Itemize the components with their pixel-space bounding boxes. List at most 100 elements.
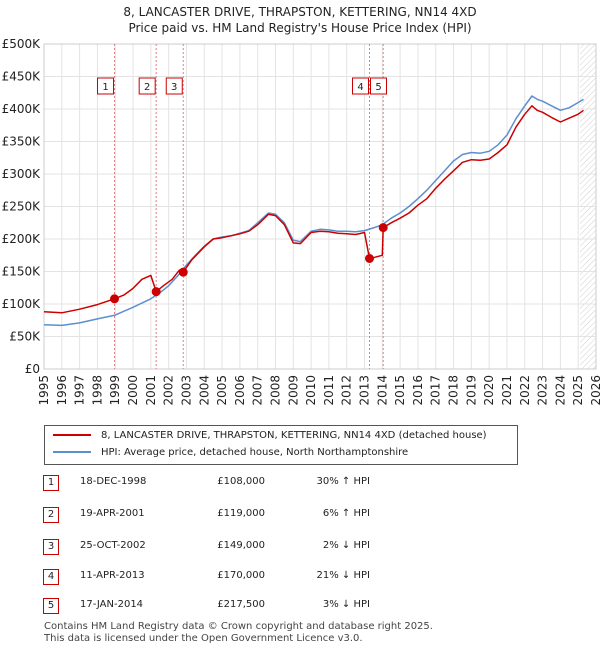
x-tick-label: 2009 <box>286 375 300 406</box>
x-tick-label: 2014 <box>375 375 389 406</box>
transaction-number: 1 <box>43 475 59 491</box>
x-tick-label: 2012 <box>340 375 354 406</box>
x-tick-label: 2026 <box>589 375 600 406</box>
x-tick-label: 2013 <box>358 375 372 406</box>
sale-point <box>378 223 388 233</box>
y-tick-label: £50K <box>9 330 41 344</box>
table-row: 5 17-JAN-2014 £217,500 3% ↓ HPI <box>0 595 600 617</box>
sale-marker-box: 1 <box>97 77 115 95</box>
x-tick-label: 2023 <box>536 375 550 406</box>
x-tick-label: 2003 <box>179 375 193 406</box>
x-tick-label: 2004 <box>197 375 211 406</box>
y-tick-label: £150K <box>2 265 42 279</box>
sale-point <box>151 287 161 297</box>
x-tick-label: 1997 <box>73 375 87 406</box>
transaction-hpi-diff: 30% ↑ HPI <box>316 476 370 487</box>
legend-label-hpi: HPI: Average price, detached house, Nort… <box>101 447 409 458</box>
footer-copyright: Contains HM Land Registry data © Crown c… <box>44 621 433 632</box>
sale-point <box>110 294 120 304</box>
transaction-date: 11-APR-2013 <box>80 570 145 581</box>
sale-marker-label: 2 <box>144 82 150 93</box>
table-row: 4 11-APR-2013 £170,000 21% ↓ HPI <box>0 566 600 588</box>
transaction-number: 5 <box>43 598 59 614</box>
table-row: 1 18-DEC-1998 £108,000 30% ↑ HPI <box>0 472 600 494</box>
x-tick-label: 2010 <box>304 375 318 406</box>
x-tick-label: 2022 <box>518 375 532 406</box>
x-tick-label: 2025 <box>571 375 585 406</box>
x-tick-label: 2020 <box>482 375 496 406</box>
transaction-price: £170,000 <box>217 570 265 581</box>
sale-marker-box-frame <box>165 77 183 95</box>
x-tick-label: 1995 <box>37 375 51 406</box>
x-tick-label: 2008 <box>268 375 282 406</box>
legend-swatch-property <box>53 434 91 436</box>
chart-title-line1: 8, LANCASTER DRIVE, THRAPSTON, KETTERING… <box>123 5 477 19</box>
transaction-price: £119,000 <box>217 508 265 519</box>
legend: 8, LANCASTER DRIVE, THRAPSTON, KETTERING… <box>44 425 518 465</box>
transaction-number: 3 <box>43 539 59 555</box>
sale-marker-box: 4 <box>352 77 370 95</box>
footer: Contains HM Land Registry data © Crown c… <box>44 621 433 645</box>
legend-item-hpi: HPI: Average price, detached house, Nort… <box>53 445 408 461</box>
x-tick-label: 2021 <box>500 375 514 406</box>
sale-marker-box-frame <box>352 77 370 95</box>
x-tick-label: 2015 <box>393 375 407 406</box>
y-tick-label: £450K <box>2 70 42 84</box>
y-tick-label: £350K <box>2 135 42 149</box>
chart-title-line2: Price paid vs. HM Land Registry's House … <box>128 21 472 35</box>
y-tick-label: £0 <box>25 362 40 376</box>
x-tick-label: 2017 <box>429 375 443 406</box>
sale-marker-box: 5 <box>370 77 388 95</box>
transaction-price: £217,500 <box>217 599 265 610</box>
sale-marker-label: 1 <box>102 82 108 93</box>
sale-marker-box-frame <box>370 77 388 95</box>
table-row: 2 19-APR-2001 £119,000 6% ↑ HPI <box>0 504 600 526</box>
price-chart: £0 £50K £100K £150K £200K £250K £300K £350K £400… <box>2 37 600 406</box>
sale-marker-label: 5 <box>375 82 381 93</box>
transaction-date: 17-JAN-2014 <box>80 599 144 610</box>
sale-marker-label: 3 <box>171 82 177 93</box>
property-price-line <box>43 105 584 314</box>
transaction-hpi-diff: 6% ↑ HPI <box>322 508 370 519</box>
sale-marker-box: 3 <box>165 77 183 95</box>
x-tick-label: 1996 <box>55 375 69 406</box>
x-tick-label: 2005 <box>215 375 229 406</box>
sale-point <box>365 254 375 263</box>
transaction-date: 18-DEC-1998 <box>80 476 147 487</box>
transaction-number: 2 <box>43 507 59 523</box>
footer-license: This data is licensed under the Open Gov… <box>44 633 363 644</box>
x-tick-label: 2016 <box>411 375 425 406</box>
x-tick-label: 2018 <box>447 375 461 406</box>
sale-marker-label: 4 <box>357 82 363 93</box>
y-tick-label: £100K <box>2 297 42 311</box>
y-tick-label: £250K <box>2 200 42 214</box>
legend-label-property: 8, LANCASTER DRIVE, THRAPSTON, KETTERING… <box>101 430 487 441</box>
transaction-date: 25-OCT-2002 <box>80 540 146 551</box>
sale-marker-box-frame <box>138 77 156 95</box>
x-tick-label: 2011 <box>322 375 336 406</box>
x-tick-label: 2001 <box>144 375 158 406</box>
sale-marker-box-frame <box>97 77 115 95</box>
x-tick-label: 2019 <box>464 375 478 406</box>
x-tick-label: 1998 <box>90 375 104 406</box>
transaction-price: £108,000 <box>217 476 265 487</box>
sale-point <box>178 267 188 277</box>
transaction-hpi-diff: 21% ↓ HPI <box>316 570 370 581</box>
transaction-hpi-diff: 2% ↓ HPI <box>322 540 370 551</box>
x-tick-label: 2000 <box>126 375 140 406</box>
y-tick-label: £300K <box>2 167 42 181</box>
legend-swatch-hpi <box>53 451 91 453</box>
x-tick-label: 2006 <box>233 375 247 406</box>
x-tick-label: 2007 <box>251 375 265 406</box>
sale-marker-box: 2 <box>138 77 156 95</box>
x-tick-label: 2024 <box>553 375 567 406</box>
transaction-date: 19-APR-2001 <box>80 508 145 519</box>
legend-item-property: 8, LANCASTER DRIVE, THRAPSTON, KETTERING… <box>53 428 487 444</box>
table-row: 3 25-OCT-2002 £149,000 2% ↓ HPI <box>0 536 600 558</box>
y-tick-label: £500K <box>2 37 42 51</box>
y-tick-label: £200K <box>2 232 42 246</box>
x-tick-label: 2002 <box>162 375 176 406</box>
plot-frame <box>43 43 597 370</box>
transaction-price: £149,000 <box>217 540 265 551</box>
